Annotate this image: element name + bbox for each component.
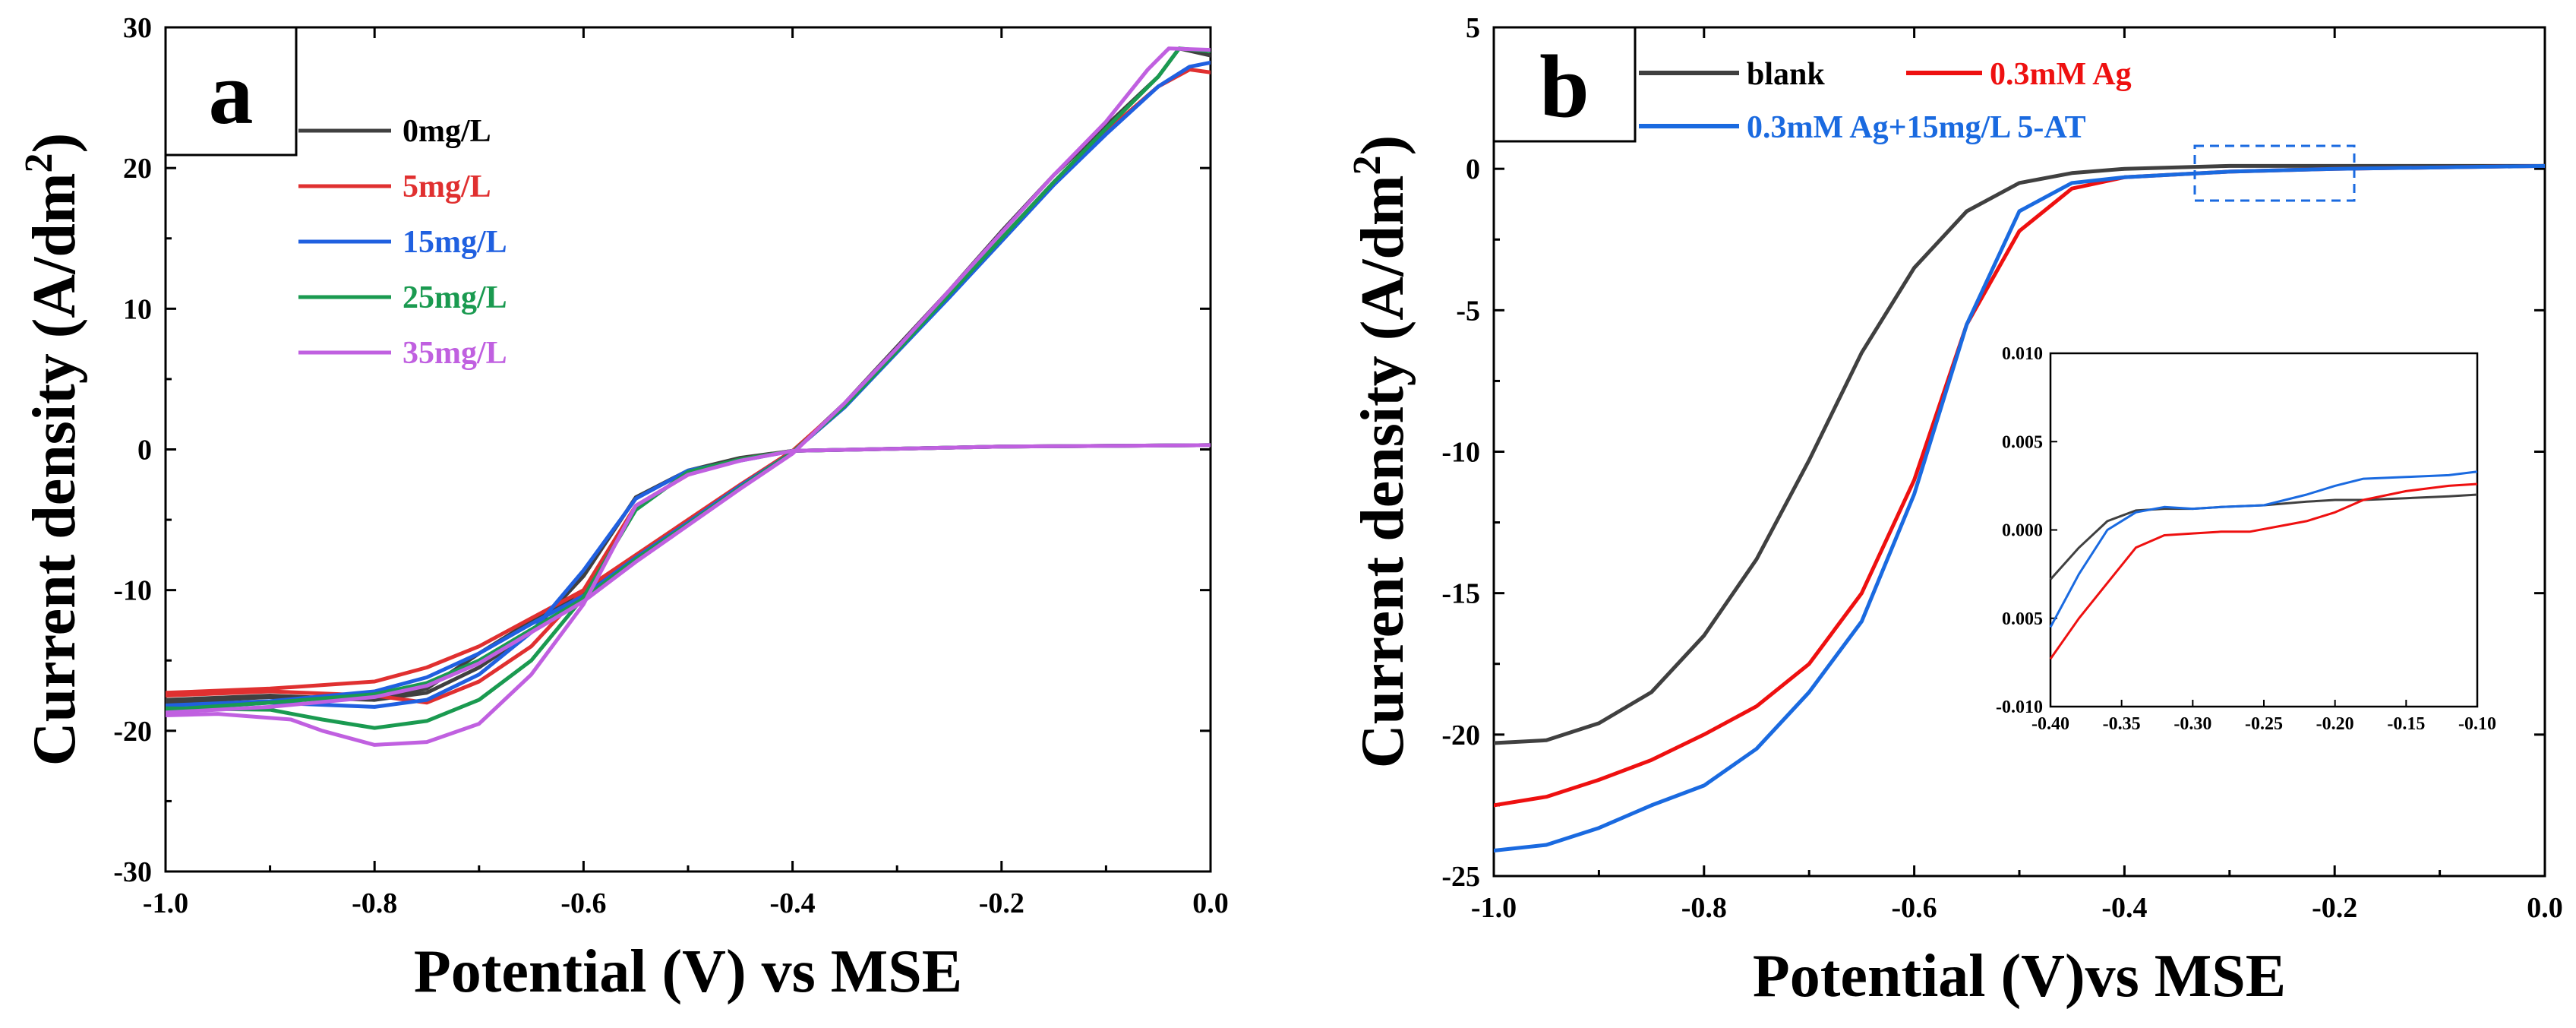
- series-line-15mg/L-forward: [166, 60, 1211, 707]
- x-tick-label: -1.0: [1471, 892, 1517, 924]
- legend-label: 15mg/L: [402, 225, 507, 260]
- y-tick-label: -10: [1441, 437, 1480, 469]
- x-tick-label: -0.4: [770, 887, 816, 919]
- panel-label-box: [1492, 26, 1637, 143]
- y-tick-label: -20: [1441, 720, 1480, 751]
- inset-series-line-0.3mM Ag+15mg/L 5-AT: [2049, 470, 2478, 628]
- y-tick-label: 30: [123, 12, 152, 44]
- inset-y-tick-label: 0.010: [2002, 344, 2043, 364]
- x-tick-label: -0.2: [979, 887, 1024, 919]
- y-tick-label: -10: [113, 575, 152, 607]
- x-tick-label: 0.0: [1192, 887, 1229, 919]
- plot-frame: [164, 26, 1212, 873]
- series-line-blank: [1494, 163, 2545, 745]
- legend-label: 0.3mM Ag+15mg/L 5-AT: [1747, 110, 2086, 145]
- inset-x-tick-label: -0.10: [2458, 714, 2496, 734]
- inset-x-tick-label: -0.15: [2387, 714, 2425, 734]
- inset-y-tick-label: 0.005: [2002, 432, 2043, 452]
- x-tick-label: 0.0: [2527, 892, 2563, 924]
- inset-series-line-0.3mM Ag: [2049, 482, 2478, 660]
- panel-a: -1.0 -0.8 -0.6 -0.4 -0.2 0.0 -30 -20 -10 0 10 20 30 P…: [17, 12, 1229, 1005]
- y-axis-title-main: Current density (A/dm: [1350, 175, 1416, 768]
- y-tick-label: -25: [1441, 861, 1480, 893]
- series-group: [166, 46, 1211, 747]
- y-axis-title-main: Current density (A/dm: [21, 172, 88, 766]
- y-tick-label: 20: [123, 153, 152, 185]
- legend-label: 0mg/L: [402, 114, 491, 149]
- panel-b: -1.0 -0.8 -0.6 -0.4 -0.2 0.0 -25 -20 -15 -10 -5 0 5 P…: [1346, 12, 2563, 1010]
- legend-label: blank: [1747, 57, 1825, 92]
- y-axis-title: Current density (A/dm2): [17, 133, 88, 766]
- legend-label: 25mg/L: [402, 280, 507, 315]
- legend-label: 35mg/L: [402, 336, 507, 371]
- inset-y-tick-label: -0.010: [1996, 697, 2043, 717]
- y-tick-label: -30: [113, 856, 152, 888]
- panel-label-box: [164, 26, 298, 157]
- legend-label: 0.3mM Ag: [1990, 57, 2132, 92]
- y-axis-title-sup: 2: [1346, 155, 1389, 175]
- y-tick-label: -5: [1456, 295, 1480, 327]
- series-line-5mg/L-forward: [166, 68, 1211, 695]
- inset-x-tick-label: -0.35: [2103, 714, 2141, 734]
- inset-y-tick-label: 0.005: [2002, 609, 2043, 629]
- x-tick-label: -1.0: [143, 887, 188, 919]
- x-tick-label: -0.8: [352, 887, 397, 919]
- x-tick-label: -0.6: [1892, 892, 1937, 924]
- y-tick-label: -20: [113, 716, 152, 748]
- y-tick-label: 0: [1466, 153, 1480, 185]
- inset-y-tick-label: 0.000: [2002, 521, 2043, 541]
- inset-x-tick-label: -0.30: [2174, 714, 2211, 734]
- series-line-0mg/L-forward: [166, 46, 1211, 702]
- y-tick-label: 5: [1466, 12, 1480, 44]
- series-line-35mg/L-forward: [166, 46, 1211, 715]
- x-tick-label: -0.4: [2101, 892, 2147, 924]
- inset-x-tick-label: -0.20: [2316, 714, 2354, 734]
- series-line-0.3mM Ag+15mg/L 5-AT: [1494, 163, 2545, 852]
- y-axis-title-close: ): [21, 133, 88, 153]
- series-line-15mg/L-reverse: [166, 443, 1211, 712]
- panel-label: a: [209, 43, 254, 143]
- y-tick-label: -15: [1441, 578, 1480, 610]
- x-axis-title: Potential (V) vs MSE: [414, 938, 962, 1005]
- series-line-5mg/L-reverse: [166, 443, 1211, 705]
- legend-label: 5mg/L: [402, 169, 491, 204]
- series-group: [1494, 163, 2545, 852]
- x-tick-label: -0.2: [2312, 892, 2357, 924]
- x-tick-label: -0.8: [1681, 892, 1727, 924]
- x-axis-title: Potential (V)vs MSE: [1753, 943, 2286, 1010]
- y-axis-title-sup: 2: [17, 153, 61, 172]
- y-tick-label: 0: [137, 435, 152, 467]
- inset-x-tick-label: -0.25: [2245, 714, 2283, 734]
- x-tick-label: -0.6: [560, 887, 606, 919]
- zoom-region-box: [2193, 144, 2356, 202]
- y-axis-title: Current density (A/dm2): [1346, 135, 1416, 768]
- y-tick-label: 10: [123, 293, 152, 325]
- series-line-25mg/L-forward: [166, 46, 1211, 712]
- series-line-35mg/L-reverse: [166, 443, 1211, 747]
- series-line-0mg/L-reverse: [166, 443, 1211, 705]
- inset-x-tick-label: -0.40: [2031, 714, 2069, 734]
- panel-label: b: [1539, 36, 1589, 136]
- y-axis-title-close: ): [1350, 135, 1416, 156]
- inset-chart: -0.40 -0.35 -0.30 -0.25 -0.20 -0.15 -0.10 -0.01…: [1996, 344, 2496, 734]
